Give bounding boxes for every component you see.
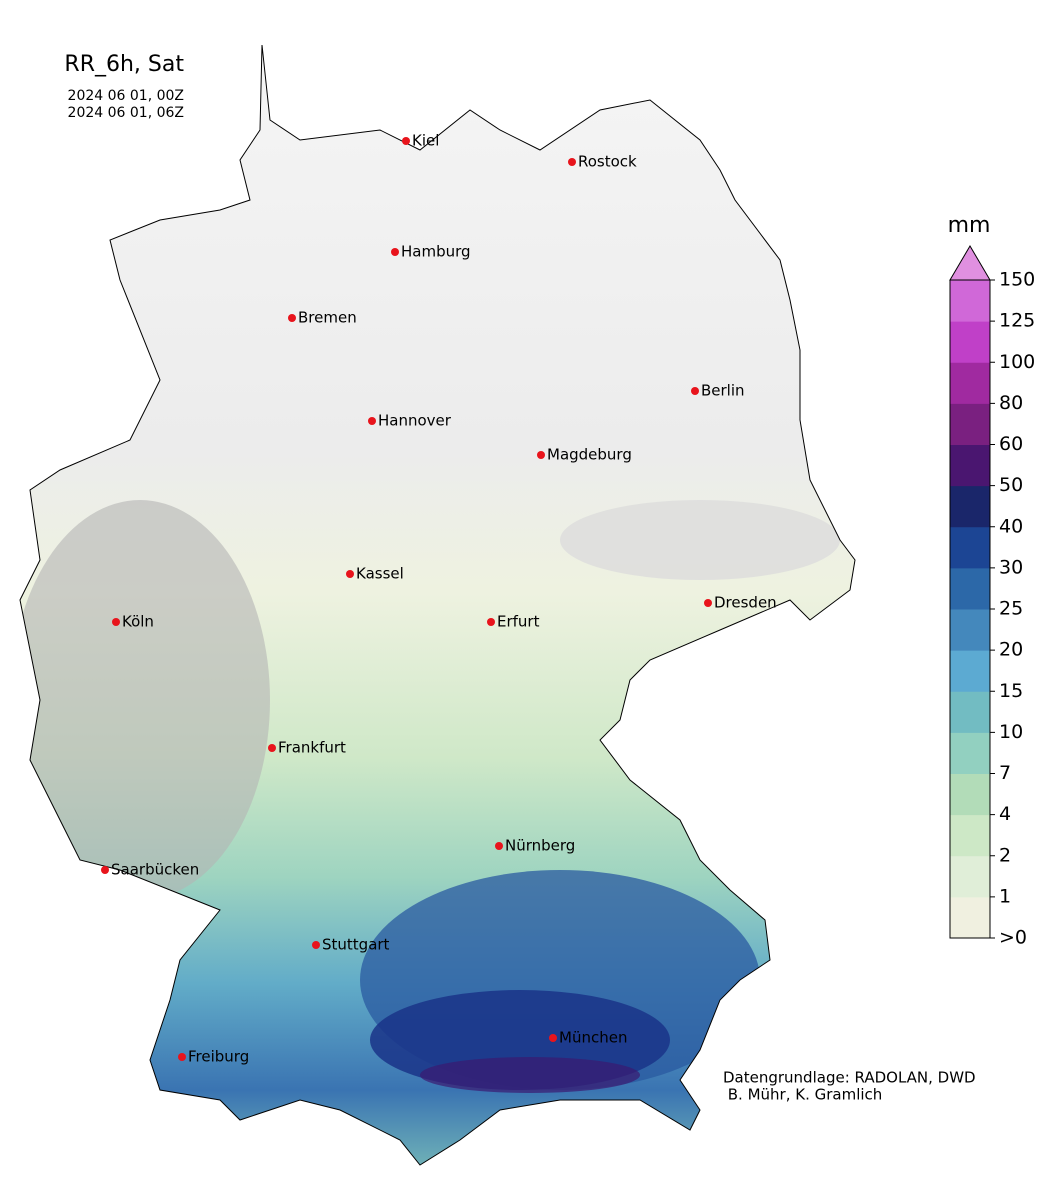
colorbar-label: 7 xyxy=(999,762,1011,784)
city-marker xyxy=(101,866,109,874)
city-label: Stuttgart xyxy=(322,936,390,954)
start-time: 2024 06 01, 00Z xyxy=(68,88,184,104)
colorbar-extend xyxy=(949,245,991,281)
city-label: Hannover xyxy=(378,412,452,430)
city-label: Dresden xyxy=(714,594,777,612)
credit: B. Mühr, K. Gramlich xyxy=(723,1086,882,1104)
colorbar-bin xyxy=(950,485,990,528)
colorbar-bin xyxy=(950,403,990,445)
colorbar-label: 60 xyxy=(999,433,1023,455)
colorbar-label: 100 xyxy=(999,351,1035,373)
city-marker xyxy=(704,599,712,607)
city-marker xyxy=(178,1053,186,1061)
city-label: Magdeburg xyxy=(547,446,632,464)
colorbar-bin xyxy=(950,650,990,692)
city-label: Erfurt xyxy=(497,613,540,631)
colorbar-label: 2 xyxy=(999,844,1011,866)
city-marker xyxy=(288,314,296,322)
colorbar-label: 1 xyxy=(999,885,1011,907)
city-label: Köln xyxy=(122,613,154,631)
end-time: 2024 06 01, 06Z xyxy=(68,105,184,121)
colorbar-bin xyxy=(950,855,990,898)
colorbar-bin xyxy=(950,814,990,857)
colorbar-label: 40 xyxy=(999,515,1023,537)
colorbar-label: 25 xyxy=(999,598,1023,620)
colorbar-bin xyxy=(950,773,990,816)
colorbar-bin xyxy=(950,362,990,404)
colorbar-label: 80 xyxy=(999,392,1023,414)
city-marker xyxy=(391,248,399,256)
colorbar-label: 125 xyxy=(999,310,1035,332)
colorbar-bin xyxy=(950,444,990,487)
city-marker xyxy=(346,570,354,578)
colorbar-label: 20 xyxy=(999,639,1023,661)
city-marker xyxy=(402,137,410,145)
city-label: Nürnberg xyxy=(505,837,575,855)
colorbar-bin xyxy=(950,609,990,651)
city-marker xyxy=(312,941,320,949)
colorbar-unit: mm xyxy=(948,213,991,238)
colorbar-label: 4 xyxy=(999,803,1011,825)
colorbar-label: 30 xyxy=(999,556,1023,578)
colorbar-bin xyxy=(950,280,990,322)
city-marker xyxy=(487,618,495,626)
colorbar-bin xyxy=(950,732,990,774)
city-marker xyxy=(537,451,545,459)
city-label: Freiburg xyxy=(188,1048,249,1066)
colorbar-bin xyxy=(950,896,990,939)
colorbar: >0 1 2 4 7 10 15 20 25 30 40 50 60 80 100 125 150 xyxy=(949,245,1035,949)
colorbar-label: >0 xyxy=(999,927,1027,949)
city-marker xyxy=(568,158,576,166)
city-label: Kassel xyxy=(356,565,404,583)
city-label: Saarbücken xyxy=(111,861,199,879)
city-marker xyxy=(549,1034,557,1042)
colorbar-label: 50 xyxy=(999,474,1023,496)
colorbar-label: 15 xyxy=(999,680,1023,702)
city-marker xyxy=(495,842,503,850)
city-label: Frankfurt xyxy=(278,739,346,757)
city-label: Bremen xyxy=(298,309,357,327)
city-marker xyxy=(368,417,376,425)
city-label: München xyxy=(559,1029,627,1047)
city-marker xyxy=(268,744,276,752)
credit: Datengrundlage: RADOLAN, DWD xyxy=(723,1069,976,1087)
city-label: Berlin xyxy=(701,382,745,400)
cities: Kiel Rostock Hamburg Bremen Berlin Hannover Ma… xyxy=(101,132,777,1066)
city-label: Hamburg xyxy=(401,243,471,261)
city-label: Rostock xyxy=(578,153,637,171)
colorbar-bin xyxy=(950,526,990,569)
colorbar-bin xyxy=(950,567,990,610)
title: RR_6h, Sat xyxy=(64,52,184,77)
colorbar-label: 10 xyxy=(999,721,1023,743)
city-label: Kiel xyxy=(412,132,439,150)
colorbar-bin xyxy=(950,321,990,363)
city-marker xyxy=(112,618,120,626)
city-marker xyxy=(691,387,699,395)
colorbar-bin xyxy=(950,691,990,733)
colorbar-label: 150 xyxy=(999,269,1035,291)
